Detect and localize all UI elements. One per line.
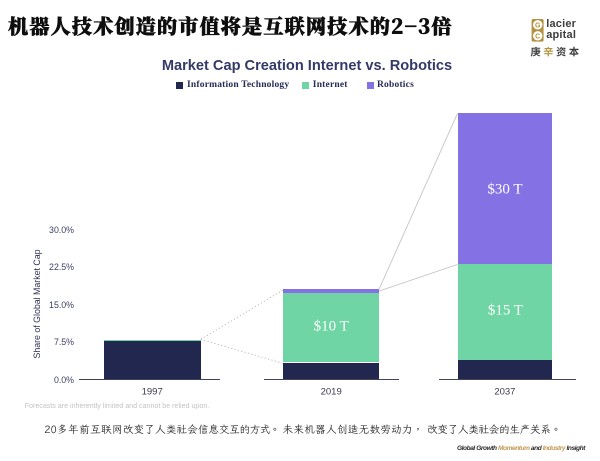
svg-text:C: C — [535, 33, 540, 40]
svg-text:G: G — [535, 22, 541, 29]
